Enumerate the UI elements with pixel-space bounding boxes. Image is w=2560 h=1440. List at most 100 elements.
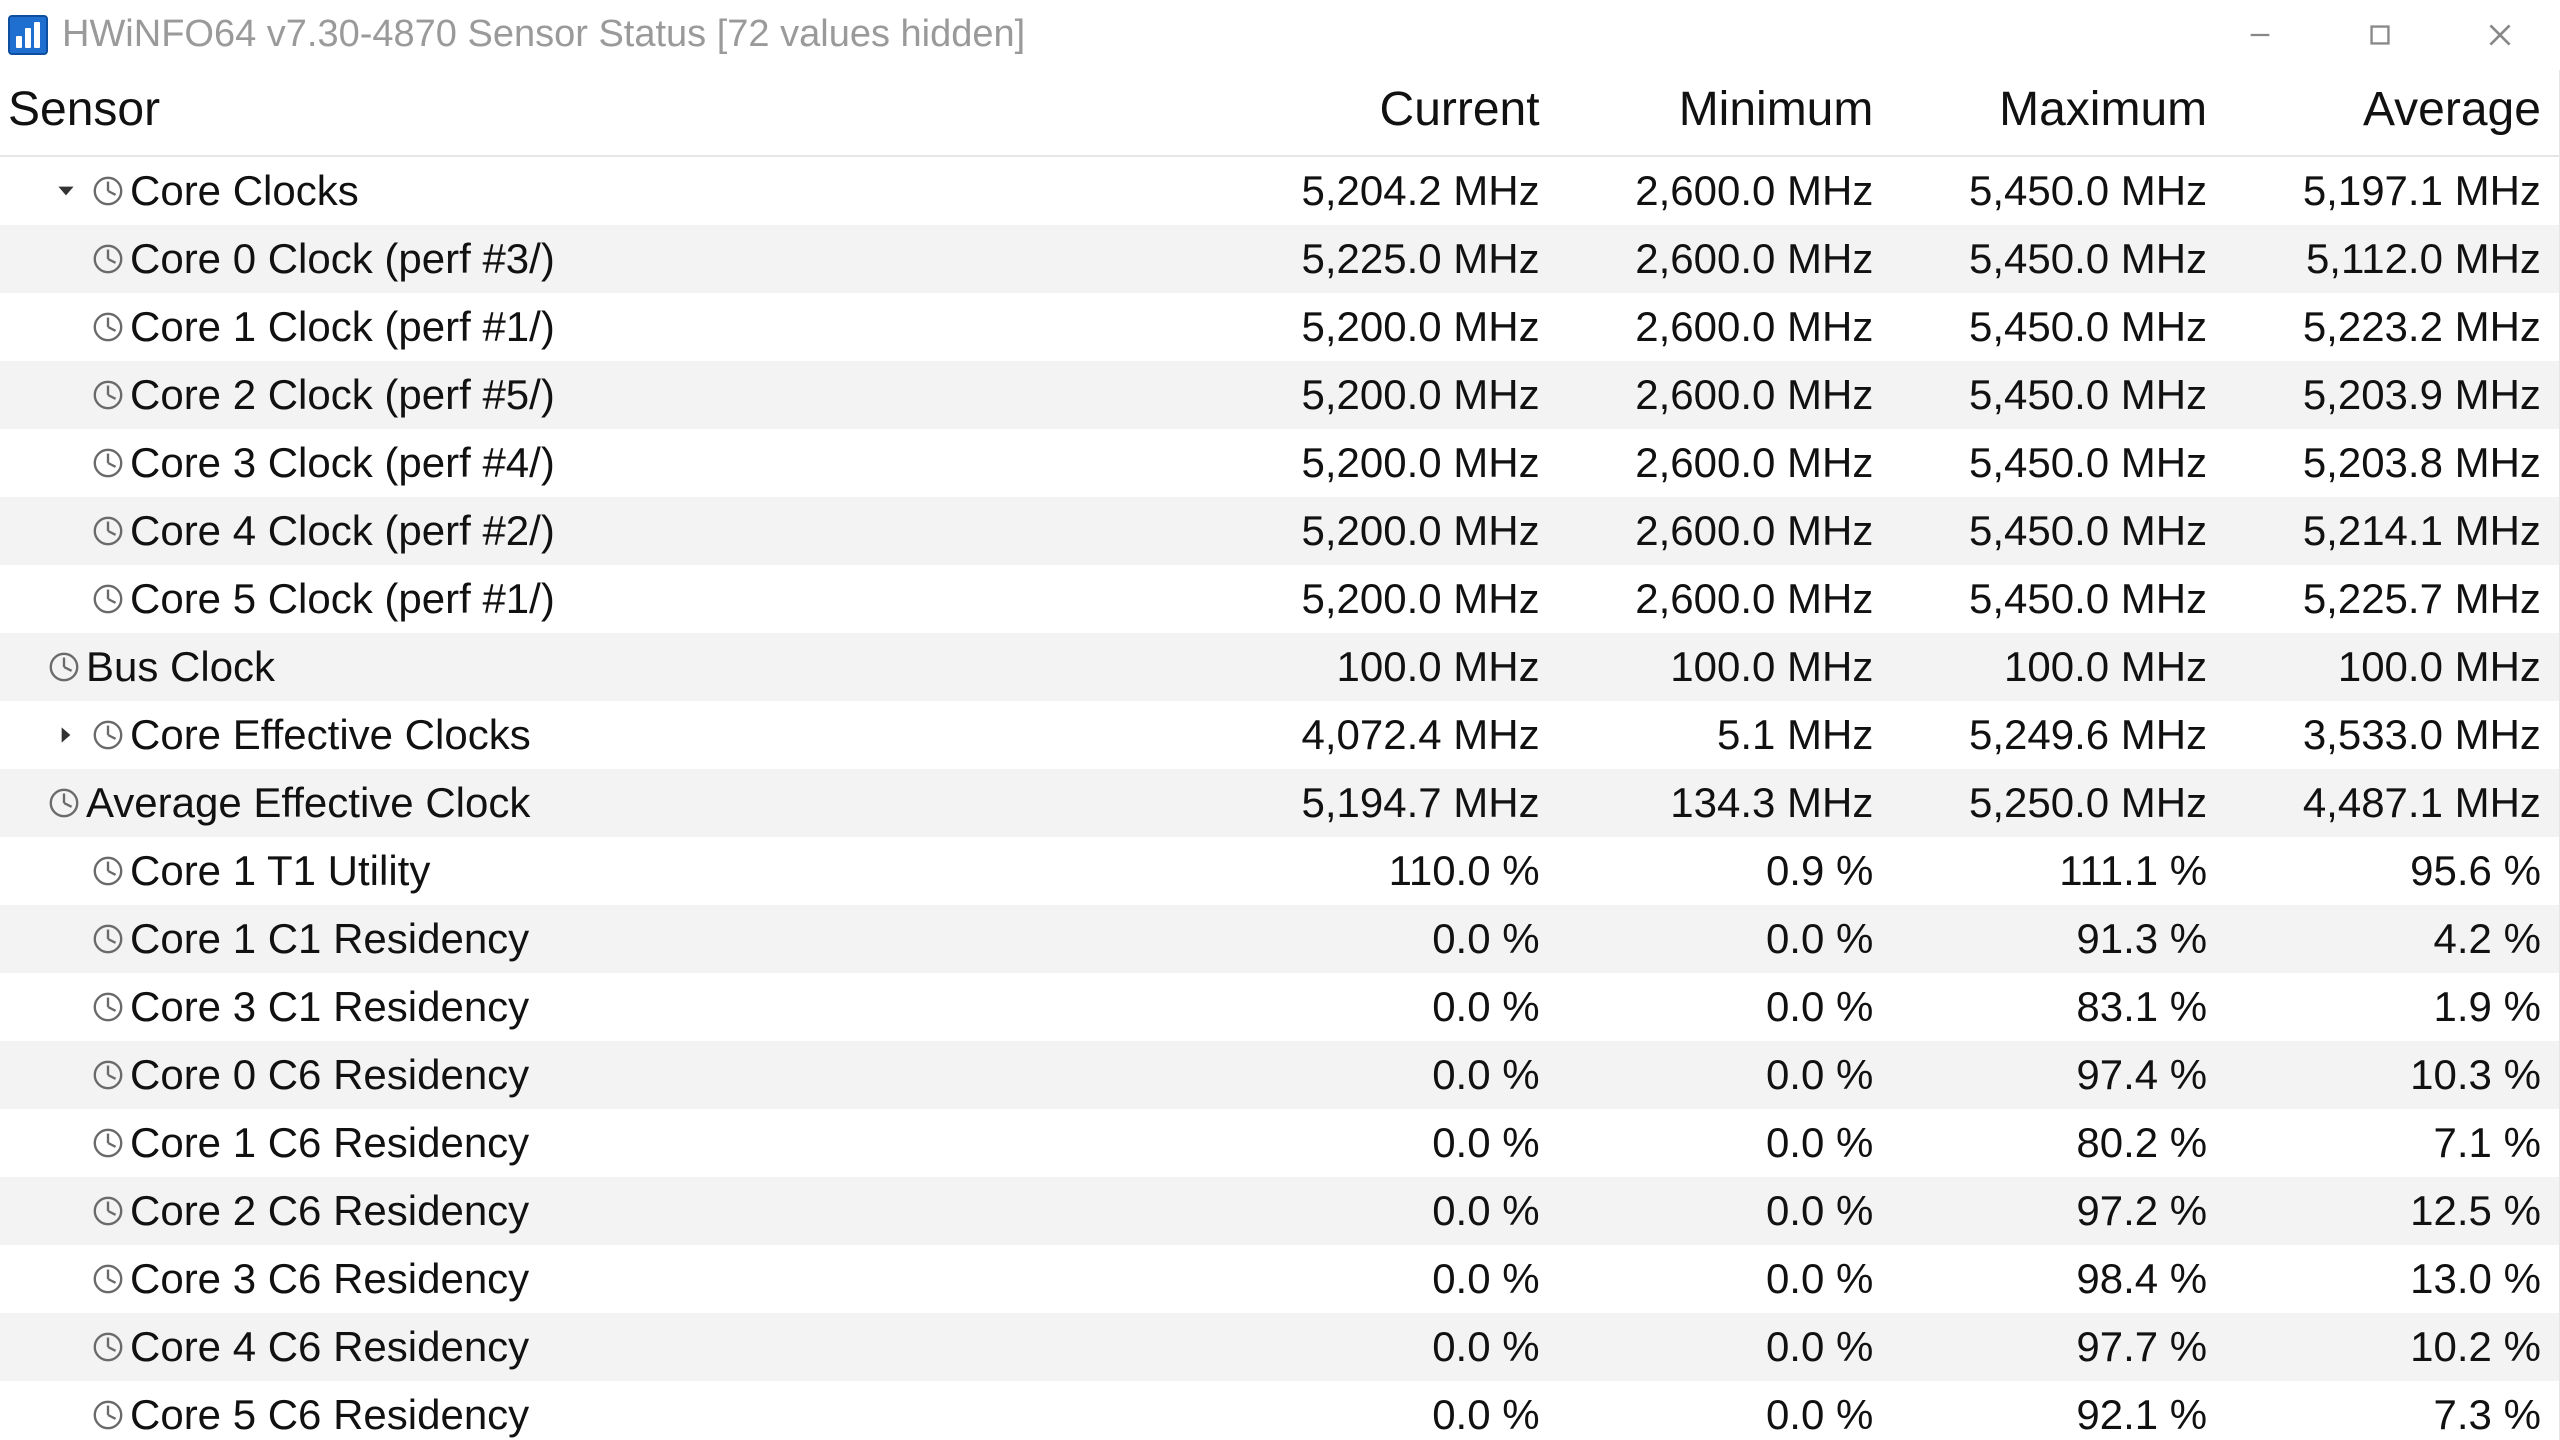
sensor-name-cell[interactable]: Core Clocks — [0, 156, 1224, 225]
sensor-name-cell[interactable]: Core 3 C6 Residency — [0, 1245, 1224, 1313]
table-row[interactable]: Core 5 Clock (perf #1/)5,200.0 MHz2,600.… — [0, 565, 2559, 633]
sensor-name-cell[interactable]: Core Effective Clocks — [0, 701, 1224, 769]
value-maximum: 5,450.0 MHz — [1891, 156, 2225, 225]
window-title: HWiNFO64 v7.30-4870 Sensor Status [72 va… — [62, 13, 1025, 56]
sensor-name-cell[interactable]: Average Effective Clock — [0, 769, 1224, 837]
table-row[interactable]: Bus Clock100.0 MHz100.0 MHz100.0 MHz100.… — [0, 633, 2559, 701]
clock-icon — [88, 310, 128, 344]
table-row[interactable]: Average Effective Clock5,194.7 MHz134.3 … — [0, 769, 2559, 837]
clock-icon — [88, 1398, 128, 1432]
col-average[interactable]: Average — [2225, 70, 2559, 156]
value-average: 1.9 % — [2225, 973, 2559, 1041]
table-row[interactable]: Core 2 Clock (perf #5/)5,200.0 MHz2,600.… — [0, 361, 2559, 429]
clock-icon — [88, 1058, 128, 1092]
value-average: 10.3 % — [2225, 1041, 2559, 1109]
table-row[interactable]: Core Effective Clocks4,072.4 MHz5.1 MHz5… — [0, 701, 2559, 769]
table-row[interactable]: Core 3 C6 Residency0.0 %0.0 %98.4 %13.0 … — [0, 1245, 2559, 1313]
table-row[interactable]: Core 3 C1 Residency0.0 %0.0 %83.1 %1.9 % — [0, 973, 2559, 1041]
window-body: Sensor Current Minimum Maximum Average C… — [0, 70, 2560, 1440]
value-current: 5,200.0 MHz — [1224, 429, 1558, 497]
value-average: 5,225.7 MHz — [2225, 565, 2559, 633]
table-row[interactable]: Core Clocks5,204.2 MHz2,600.0 MHz5,450.0… — [0, 156, 2559, 225]
sensor-name-cell[interactable]: Core 2 Clock (perf #5/) — [0, 361, 1224, 429]
sensor-name-cell[interactable]: Core 3 Clock (perf #4/) — [0, 429, 1224, 497]
chevron-right-icon[interactable] — [44, 722, 88, 748]
sensor-table-wrap: Sensor Current Minimum Maximum Average C… — [0, 70, 2559, 1440]
app-window: HWiNFO64 v7.30-4870 Sensor Status [72 va… — [0, 0, 2560, 1440]
sensor-name-cell[interactable]: Core 5 C6 Residency — [0, 1381, 1224, 1440]
value-maximum: 111.1 % — [1891, 837, 2225, 905]
value-minimum: 2,600.0 MHz — [1558, 156, 1892, 225]
value-current: 0.0 % — [1224, 1109, 1558, 1177]
col-current[interactable]: Current — [1224, 70, 1558, 156]
sensor-label: Core 3 C1 Residency — [128, 983, 529, 1031]
col-maximum[interactable]: Maximum — [1891, 70, 2225, 156]
value-maximum: 5,249.6 MHz — [1891, 701, 2225, 769]
sensor-name-cell[interactable]: Core 1 C1 Residency — [0, 905, 1224, 973]
sensor-name-cell[interactable]: Core 1 T1 Utility — [0, 837, 1224, 905]
header-row: Sensor Current Minimum Maximum Average — [0, 70, 2559, 156]
table-row[interactable]: Core 3 Clock (perf #4/)5,200.0 MHz2,600.… — [0, 429, 2559, 497]
table-row[interactable]: Core 0 Clock (perf #3/)5,225.0 MHz2,600.… — [0, 225, 2559, 293]
clock-icon — [88, 922, 128, 956]
value-average: 7.3 % — [2225, 1381, 2559, 1440]
col-sensor[interactable]: Sensor — [0, 70, 1224, 156]
value-maximum: 97.4 % — [1891, 1041, 2225, 1109]
sensor-name-cell[interactable]: Core 1 Clock (perf #1/) — [0, 293, 1224, 361]
sensor-name-cell[interactable]: Core 5 Clock (perf #1/) — [0, 565, 1224, 633]
value-average: 5,223.2 MHz — [2225, 293, 2559, 361]
value-current: 5,200.0 MHz — [1224, 497, 1558, 565]
sensor-label: Core 5 C6 Residency — [128, 1391, 529, 1439]
clock-icon — [88, 242, 128, 276]
value-current: 0.0 % — [1224, 1177, 1558, 1245]
value-current: 0.0 % — [1224, 1313, 1558, 1381]
value-average: 12.5 % — [2225, 1177, 2559, 1245]
sensor-label: Core 1 T1 Utility — [128, 847, 430, 895]
sensor-name-cell[interactable]: Core 1 C6 Residency — [0, 1109, 1224, 1177]
value-average: 10.2 % — [2225, 1313, 2559, 1381]
table-row[interactable]: Core 2 C6 Residency0.0 %0.0 %97.2 %12.5 … — [0, 1177, 2559, 1245]
table-row[interactable]: Core 5 C6 Residency0.0 %0.0 %92.1 %7.3 % — [0, 1381, 2559, 1440]
value-maximum: 92.1 % — [1891, 1381, 2225, 1440]
sensor-name-cell[interactable]: Bus Clock — [0, 633, 1224, 701]
sensor-label: Core 1 Clock (perf #1/) — [128, 303, 555, 351]
table-row[interactable]: Core 1 T1 Utility110.0 %0.9 %111.1 %95.6… — [0, 837, 2559, 905]
value-minimum: 0.0 % — [1558, 1313, 1892, 1381]
table-row[interactable]: Core 4 C6 Residency0.0 %0.0 %97.7 %10.2 … — [0, 1313, 2559, 1381]
value-maximum: 5,450.0 MHz — [1891, 429, 2225, 497]
chevron-down-icon[interactable] — [44, 178, 88, 204]
value-maximum: 5,450.0 MHz — [1891, 497, 2225, 565]
value-maximum: 5,450.0 MHz — [1891, 225, 2225, 293]
table-row[interactable]: Core 1 C1 Residency0.0 %0.0 %91.3 %4.2 % — [0, 905, 2559, 973]
minimize-button[interactable] — [2200, 0, 2320, 70]
value-average: 4,487.1 MHz — [2225, 769, 2559, 837]
sensor-name-cell[interactable]: Core 4 C6 Residency — [0, 1313, 1224, 1381]
value-current: 0.0 % — [1224, 1041, 1558, 1109]
close-button[interactable] — [2440, 0, 2560, 70]
sensor-name-cell[interactable]: Core 3 C1 Residency — [0, 973, 1224, 1041]
value-current: 5,200.0 MHz — [1224, 565, 1558, 633]
clock-icon — [88, 446, 128, 480]
table-row[interactable]: Core 4 Clock (perf #2/)5,200.0 MHz2,600.… — [0, 497, 2559, 565]
table-row[interactable]: Core 1 Clock (perf #1/)5,200.0 MHz2,600.… — [0, 293, 2559, 361]
col-minimum[interactable]: Minimum — [1558, 70, 1892, 156]
sensor-label: Core 4 Clock (perf #2/) — [128, 507, 555, 555]
window-controls — [2200, 0, 2560, 70]
value-maximum: 5,450.0 MHz — [1891, 293, 2225, 361]
sensor-name-cell[interactable]: Core 2 C6 Residency — [0, 1177, 1224, 1245]
value-minimum: 2,600.0 MHz — [1558, 361, 1892, 429]
value-maximum: 100.0 MHz — [1891, 633, 2225, 701]
table-row[interactable]: Core 0 C6 Residency0.0 %0.0 %97.4 %10.3 … — [0, 1041, 2559, 1109]
titlebar[interactable]: HWiNFO64 v7.30-4870 Sensor Status [72 va… — [0, 0, 2560, 70]
sensor-name-cell[interactable]: Core 0 C6 Residency — [0, 1041, 1224, 1109]
sensor-name-cell[interactable]: Core 4 Clock (perf #2/) — [0, 497, 1224, 565]
value-maximum: 83.1 % — [1891, 973, 2225, 1041]
maximize-button[interactable] — [2320, 0, 2440, 70]
clock-icon — [88, 990, 128, 1024]
sensor-label: Core 2 C6 Residency — [128, 1187, 529, 1235]
sensor-label: Core 1 C1 Residency — [128, 915, 529, 963]
sensor-name-cell[interactable]: Core 0 Clock (perf #3/) — [0, 225, 1224, 293]
clock-icon — [88, 1194, 128, 1228]
clock-icon — [88, 1330, 128, 1364]
table-row[interactable]: Core 1 C6 Residency0.0 %0.0 %80.2 %7.1 % — [0, 1109, 2559, 1177]
